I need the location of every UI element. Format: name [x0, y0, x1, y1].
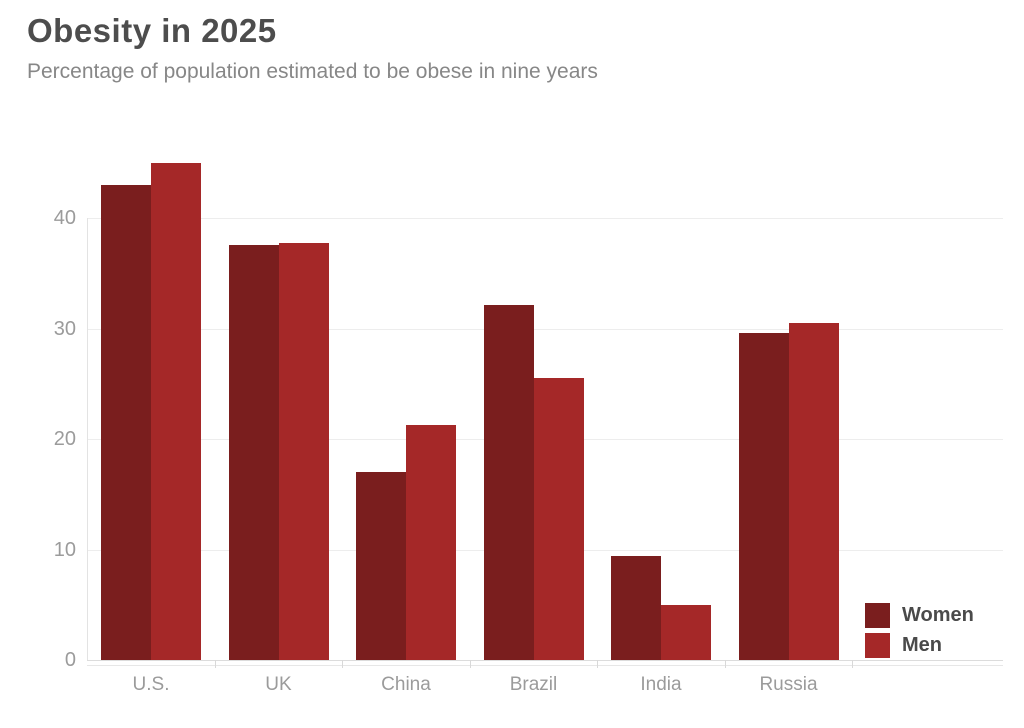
legend-label-men: Men [902, 634, 942, 656]
x-label-uk: UK [265, 674, 292, 695]
x-label-brazil: Brazil [509, 674, 558, 695]
y-axis-line [87, 218, 88, 660]
x-tick-5 [724, 660, 726, 668]
legend-item-women: Women [865, 603, 974, 628]
y-tick-label-30: 30 [53, 317, 76, 340]
y-tick-label-0: 0 [64, 649, 76, 671]
bar-men-uk [278, 242, 329, 660]
x-tick-6 [852, 660, 853, 668]
chart-subtitle: Percentage of population estimated to be… [27, 60, 598, 83]
bar-women-brazil [483, 304, 534, 660]
x-label-india: India [640, 674, 682, 695]
gridline-40 [87, 218, 1003, 220]
gridline-0 [87, 660, 1003, 661]
bar-men-russia [788, 323, 839, 660]
men-color-swatch [865, 633, 890, 658]
legend-label-women: Women [902, 604, 974, 626]
gridline-30 [87, 328, 1003, 330]
y-tick-label-40: 40 [53, 207, 76, 230]
x-tick-1 [214, 660, 216, 668]
y-tick-label-10: 10 [53, 538, 76, 561]
bar-men-china [406, 424, 456, 660]
x-tick-2 [342, 660, 343, 668]
legend-item-men: Men [865, 633, 974, 658]
bar-women-india [611, 556, 661, 660]
bar-men-us [151, 163, 201, 660]
x-axis-line [87, 665, 1003, 666]
chart-title: Obesity in 2025 [27, 12, 277, 49]
bar-women-russia [738, 333, 789, 660]
bar-women-china [356, 472, 406, 660]
x-tick-3 [469, 660, 471, 668]
bar-women-us [101, 185, 151, 660]
bar-men-india [661, 604, 711, 660]
x-label-us: U.S. [132, 674, 170, 695]
legend: Women Men [865, 603, 974, 663]
y-tick-label-20: 20 [53, 428, 76, 451]
x-tick-4 [597, 660, 598, 668]
women-color-swatch [865, 603, 890, 628]
bar-men-brazil [533, 378, 584, 660]
x-label-russia: Russia [759, 674, 818, 695]
x-label-china: China [381, 674, 431, 695]
bar-women-uk [228, 244, 279, 660]
